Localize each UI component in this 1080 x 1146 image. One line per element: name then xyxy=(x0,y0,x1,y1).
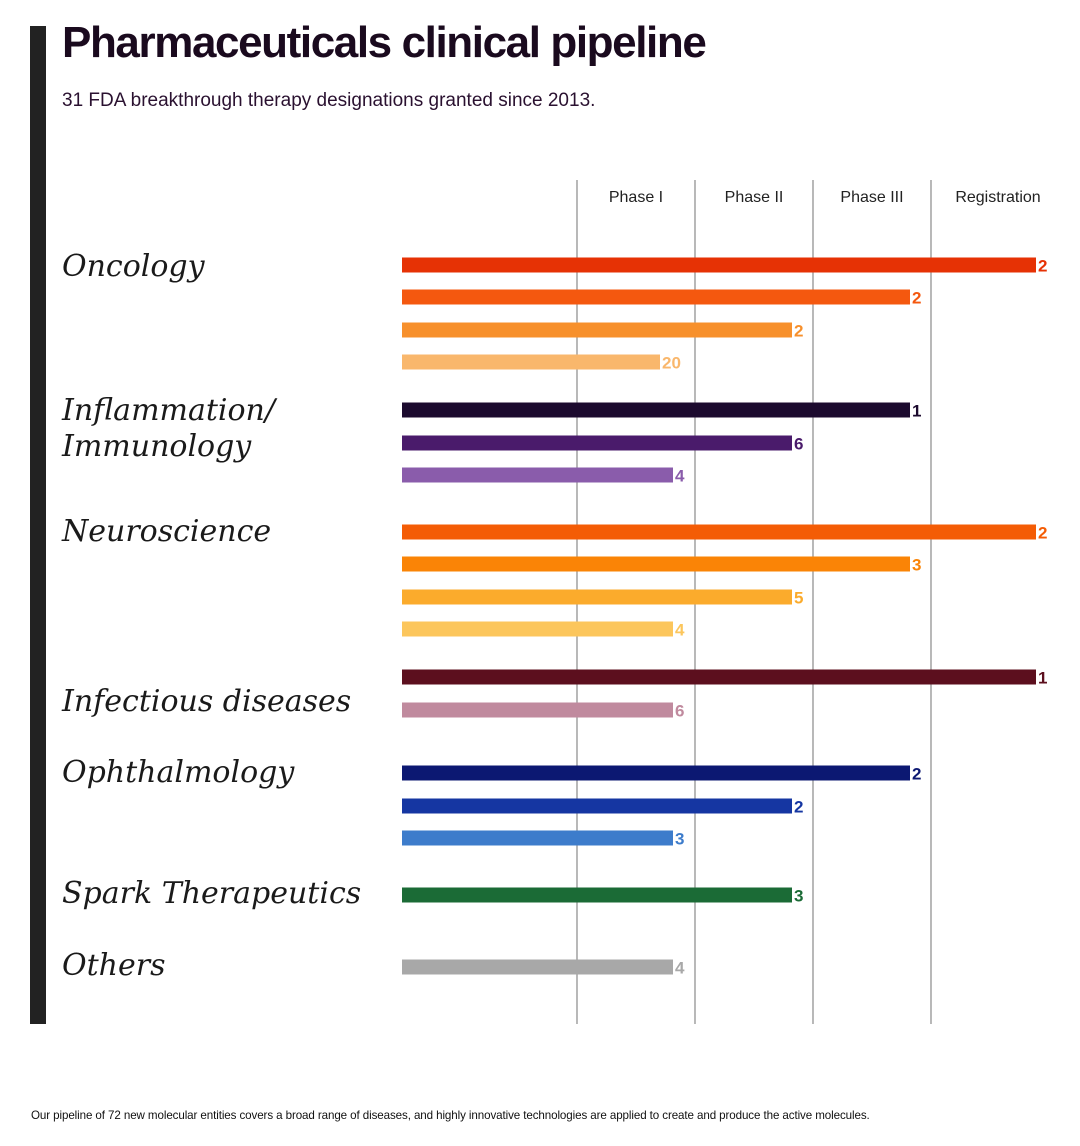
bar-value-label: 4 xyxy=(675,959,685,978)
bar-value-label: 3 xyxy=(675,830,684,849)
stage-label-phase-ii: Phase II xyxy=(725,189,784,206)
bar-inflammation-immunology-phase-ii xyxy=(402,435,792,451)
category-label-ophthalmology: Ophthalmology xyxy=(62,755,295,790)
bar-neuroscience-phase-iii xyxy=(402,556,910,572)
category-label-others: Others xyxy=(62,948,165,983)
page-subtitle: 31 FDA breakthrough therapy designations… xyxy=(62,90,596,111)
category-label-inflammation-immunology: Immunology xyxy=(61,429,252,464)
bar-value-label: 2 xyxy=(912,765,921,784)
bar-value-label: 2 xyxy=(1038,524,1047,543)
bar-value-label: 1 xyxy=(1038,669,1047,688)
bar-value-label: 4 xyxy=(675,467,685,486)
bar-oncology-registration xyxy=(402,257,1036,273)
bar-value-label: 1 xyxy=(912,402,921,421)
bar-value-label: 3 xyxy=(912,556,921,575)
bar-ophthalmology-phase-ii xyxy=(402,798,792,814)
page-title: Pharmaceuticals clinical pipeline xyxy=(62,18,707,67)
bar-oncology-phase-i xyxy=(402,354,660,370)
bar-inflammation-immunology-phase-i xyxy=(402,467,673,483)
bar-oncology-phase-iii xyxy=(402,289,910,305)
category-label-inflammation-immunology: Inflammation/ xyxy=(61,393,278,428)
bar-infectious-diseases-registration xyxy=(402,669,1036,685)
footnote: Our pipeline of 72 new molecular entitie… xyxy=(31,1109,870,1122)
category-label-oncology: Oncology xyxy=(62,249,206,284)
bar-ophthalmology-phase-i xyxy=(402,830,673,846)
bar-value-label: 2 xyxy=(1038,257,1047,276)
category-label-spark-therapeutics: Spark Therapeutics xyxy=(62,876,361,911)
bar-value-label: 2 xyxy=(794,322,803,341)
stage-label-phase-iii: Phase III xyxy=(840,189,903,206)
bar-value-label: 6 xyxy=(794,435,803,454)
bar-spark-therapeutics-phase-ii xyxy=(402,887,792,903)
bar-value-label: 4 xyxy=(675,621,685,640)
category-label-neuroscience: Neuroscience xyxy=(61,514,271,549)
bar-value-label: 20 xyxy=(662,354,681,373)
category-label-infectious-diseases: Infectious diseases xyxy=(61,684,351,719)
bar-value-label: 2 xyxy=(912,289,921,308)
bar-value-label: 5 xyxy=(794,589,803,608)
bar-inflammation-immunology-phase-iii xyxy=(402,402,910,418)
bar-value-label: 3 xyxy=(794,887,803,906)
bar-infectious-diseases-phase-i xyxy=(402,702,673,718)
bar-neuroscience-phase-ii xyxy=(402,589,792,605)
stage-label-registration: Registration xyxy=(955,189,1040,206)
bar-others-phase-i xyxy=(402,959,673,975)
stage-label-phase-i: Phase I xyxy=(609,189,663,206)
bar-ophthalmology-phase-iii xyxy=(402,765,910,781)
bar-neuroscience-phase-i xyxy=(402,621,673,637)
bar-neuroscience-registration xyxy=(402,524,1036,540)
bar-value-label: 6 xyxy=(675,702,684,721)
bar-value-label: 2 xyxy=(794,798,803,817)
accent-sidebar-bar xyxy=(30,26,46,1024)
bar-oncology-phase-ii xyxy=(402,322,792,338)
